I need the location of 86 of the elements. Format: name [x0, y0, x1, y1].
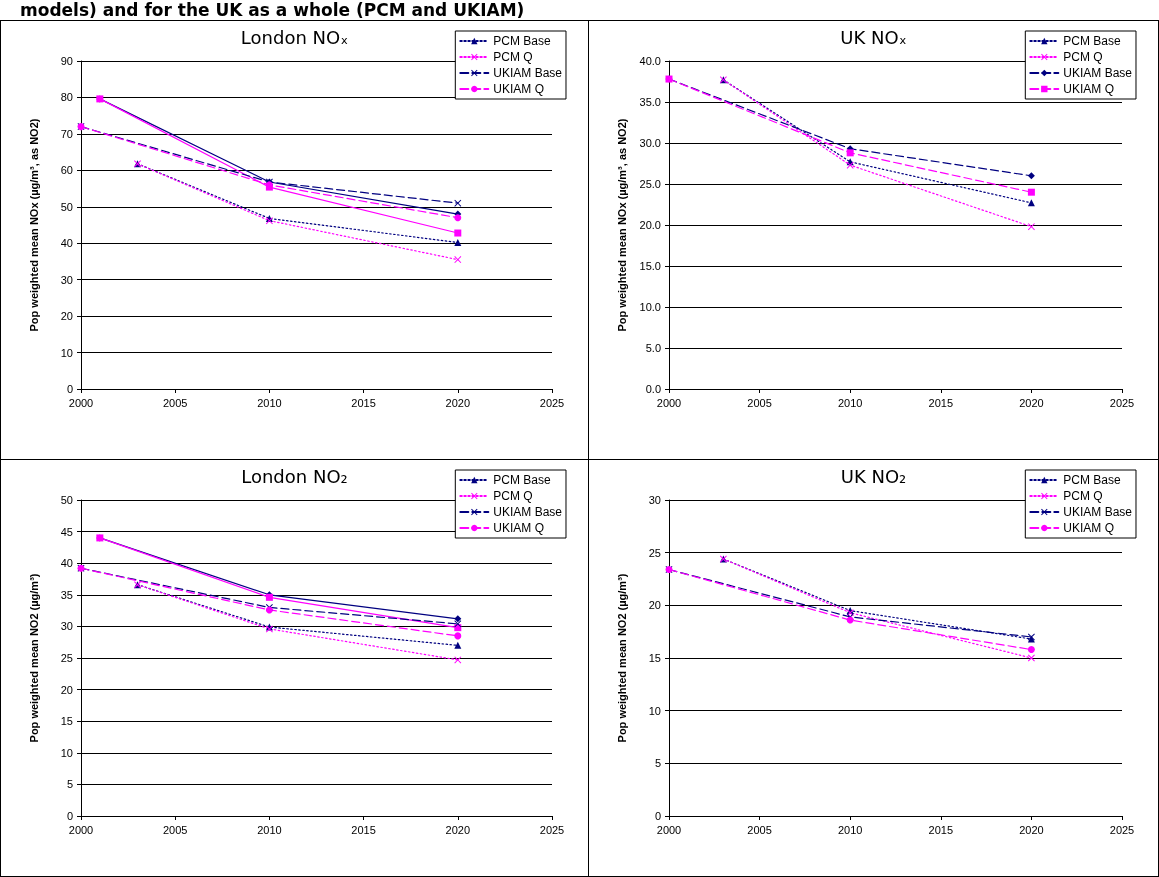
y-tick-label: 80 [60, 91, 73, 104]
legend-label: UKIAM Base [1063, 66, 1133, 80]
y-axis-title: Pop weighted mean NO2 (µg/m³) [27, 573, 40, 743]
y-tick-label: 15 [60, 715, 73, 728]
y-tick-label: 25.0 [639, 178, 661, 190]
y-tick-label: 0.0 [645, 383, 661, 395]
y-tick-label: 70 [60, 127, 73, 140]
legend-label: PCM Q [1063, 50, 1103, 64]
y-tick-label: 10 [60, 746, 73, 759]
y-tick-label: 20 [648, 599, 661, 612]
legend-label: PCM Q [493, 489, 533, 503]
chart-title: London NOₓ [240, 26, 349, 48]
y-tick-label: 35 [60, 588, 73, 601]
y-tick-label: 50 [60, 200, 73, 213]
y-tick-label: 40 [60, 237, 73, 250]
y-axis-title: Pop weighted mean NOx (µg/m³, as NO2) [615, 118, 628, 332]
chart-title: UK NO₂ [840, 465, 907, 487]
y-tick-label: 5 [66, 778, 73, 791]
chart-title: UK NOₓ [840, 26, 907, 48]
x-tick-label: 2025 [539, 396, 565, 409]
x-tick-label: 2010 [837, 396, 863, 409]
y-tick-label: 30 [60, 620, 73, 633]
legend-label: PCM Q [493, 50, 533, 64]
legend-label: UKIAM Q [1063, 82, 1114, 96]
x-tick-label: 2015 [928, 396, 954, 409]
y-tick-label: 15 [648, 652, 661, 664]
x-tick-label: 2025 [539, 823, 565, 836]
x-tick-label: 2000 [656, 396, 682, 409]
legend-label: PCM Base [493, 34, 551, 48]
y-tick-label: 0 [654, 810, 661, 822]
legend-label: UKIAM Q [493, 521, 544, 535]
x-tick-label: 2020 [445, 396, 471, 409]
x-tick-label: 2000 [656, 823, 682, 836]
text: models) and for the UK as a whole (PCM and UKIAM) [20, 0, 525, 20]
y-tick-label: 5.0 [645, 342, 661, 354]
y-tick-label: 30.0 [639, 137, 661, 149]
y-tick-label: 10 [60, 346, 73, 359]
y-tick-label: 20 [60, 310, 73, 323]
y-tick-label: 30 [60, 273, 73, 286]
legend-label: PCM Base [493, 473, 551, 487]
y-tick-label: 15.0 [639, 260, 661, 272]
legend-label: UKIAM Base [493, 66, 563, 80]
legend-label: PCM Q [1063, 489, 1103, 503]
y-tick-label: 30 [648, 494, 661, 506]
x-tick-label: 2005 [747, 823, 772, 836]
y-axis-title: Pop weighted mean NOx (µg/m³, as NO2) [27, 118, 40, 332]
y-tick-label: 20 [60, 683, 73, 696]
x-tick-label: 2015 [928, 823, 954, 836]
legend-label: PCM Base [1063, 34, 1121, 48]
x-tick-label: 2020 [445, 823, 471, 836]
y-tick-label: 25 [60, 652, 73, 664]
y-tick-label: 0 [66, 810, 73, 822]
chart-title: London NO₂ [241, 465, 348, 487]
x-tick-label: 2005 [162, 823, 188, 836]
y-tick-label: 0 [66, 383, 73, 395]
x-tick-label: 2000 [68, 823, 94, 836]
y-tick-label: 25 [648, 546, 661, 559]
legend-label: UKIAM Base [1063, 505, 1133, 519]
legend-label: UKIAM Q [1063, 521, 1114, 535]
x-tick-label: 2010 [257, 823, 282, 836]
y-tick-label: 40.0 [639, 55, 661, 67]
x-tick-label: 2015 [351, 396, 376, 409]
y-tick-label: 90 [60, 55, 73, 67]
x-tick-label: 2015 [351, 823, 376, 836]
legend-label: UKIAM Q [493, 82, 544, 96]
y-tick-label: 35.0 [639, 96, 661, 108]
x-tick-label: 2005 [747, 396, 772, 409]
y-tick-label: 45 [60, 525, 73, 538]
y-tick-label: 5 [654, 757, 661, 770]
x-tick-label: 2000 [68, 396, 94, 409]
y-tick-label: 20.0 [639, 219, 661, 231]
x-tick-label: 2010 [837, 823, 863, 836]
x-tick-label: 2020 [1019, 823, 1044, 836]
x-tick-label: 2025 [1109, 823, 1135, 836]
legend-label: UKIAM Base [493, 505, 563, 519]
x-tick-label: 2025 [1109, 396, 1135, 409]
legend-label: PCM Base [1063, 473, 1121, 487]
y-tick-label: 10.0 [639, 301, 661, 313]
x-tick-label: 2020 [1019, 396, 1044, 409]
x-tick-label: 2010 [257, 396, 282, 409]
y-tick-label: 40 [60, 557, 73, 570]
y-tick-label: 10 [648, 704, 661, 717]
x-tick-label: 2005 [162, 396, 188, 409]
y-axis-title: Pop weighted mean NO2 (µg/m³) [615, 573, 628, 743]
y-tick-label: 60 [60, 164, 73, 177]
y-tick-label: 50 [60, 494, 73, 506]
